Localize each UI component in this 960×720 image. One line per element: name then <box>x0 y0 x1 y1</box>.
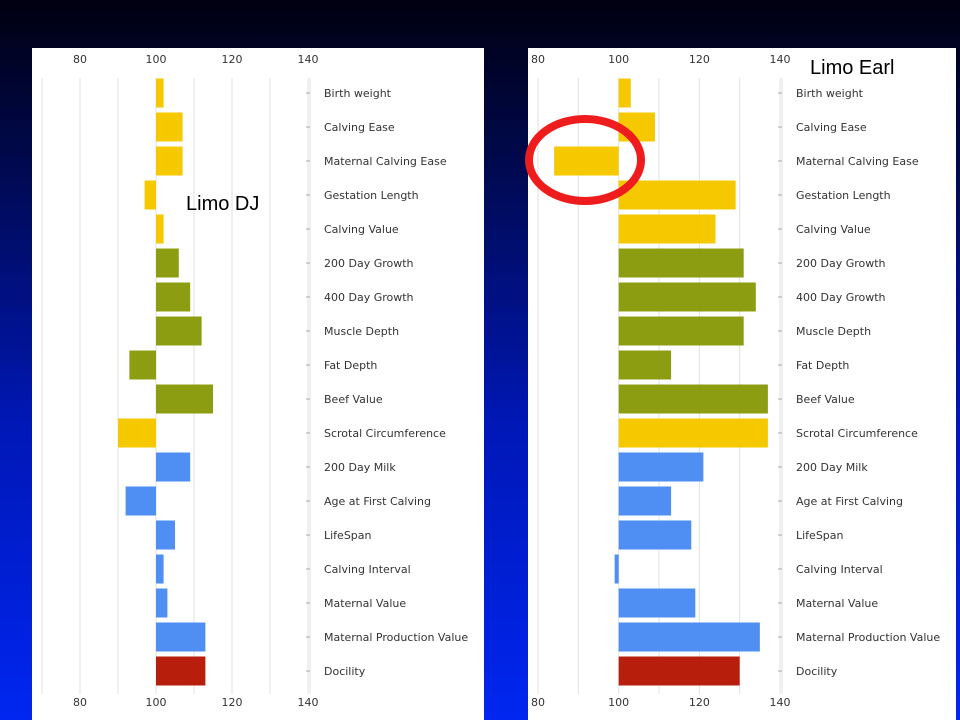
bar <box>618 656 740 686</box>
tick-label-top: 80 <box>531 53 545 66</box>
category-label: Gestation Length <box>796 189 891 202</box>
bar <box>156 452 191 482</box>
bar <box>156 78 164 108</box>
tick-label-top: 140 <box>298 53 319 66</box>
chart-panel-limo-earl: 80 80 100 100 120 120 140 140 Birth weight Calvin… <box>528 48 956 720</box>
chart-limo-earl: 80 80 100 100 120 120 140 140 Birth weight Calvin… <box>531 53 940 709</box>
category-label: Gestation Length <box>324 189 419 202</box>
category-label: Maternal Value <box>796 597 878 610</box>
limo-dj-label: Limo DJ <box>186 193 260 215</box>
category-label: LifeSpan <box>324 529 372 542</box>
tick-label-bottom: 80 <box>73 696 87 709</box>
category-label: Beef Value <box>796 393 855 406</box>
bar <box>618 78 631 108</box>
category-label: 200 Day Growth <box>796 257 886 270</box>
bar <box>618 418 768 448</box>
tick-label-top: 80 <box>73 53 87 66</box>
bar <box>614 554 619 584</box>
category-label: Maternal Value <box>324 597 406 610</box>
bar <box>125 486 156 516</box>
category-label: Scrotal Circumference <box>796 427 918 440</box>
category-label: Muscle Depth <box>796 325 871 338</box>
bar <box>118 418 156 448</box>
category-label: Birth weight <box>324 87 392 100</box>
tick-label-bottom: 100 <box>146 696 167 709</box>
bar <box>554 146 619 176</box>
category-label: 400 Day Growth <box>324 291 414 304</box>
bar <box>156 112 183 142</box>
chart-limo-dj: 80 80 100 100 120 120 140 140 Birth weight Calvin… <box>41 53 468 709</box>
tick-label-top: 100 <box>608 53 629 66</box>
tick-label-bottom: 140 <box>298 696 319 709</box>
category-label: Calving Ease <box>796 121 867 134</box>
bar <box>156 248 179 278</box>
category-label: Calving Interval <box>324 563 411 576</box>
bar <box>618 622 760 652</box>
category-label: Maternal Production Value <box>324 631 468 644</box>
category-label: Docility <box>324 665 366 678</box>
category-label: Age at First Calving <box>324 495 431 508</box>
bar <box>618 588 696 618</box>
bar <box>156 656 206 686</box>
category-label: Maternal Calving Ease <box>324 155 447 168</box>
bar <box>618 520 692 550</box>
category-label: 200 Day Milk <box>796 461 868 474</box>
bar <box>618 282 756 312</box>
bar <box>156 146 183 176</box>
bar <box>129 350 156 380</box>
category-label: Muscle Depth <box>324 325 399 338</box>
category-label: Maternal Production Value <box>796 631 940 644</box>
tick-label-bottom: 100 <box>608 696 629 709</box>
category-label: Calving Interval <box>796 563 883 576</box>
bar <box>618 384 768 414</box>
bar <box>156 520 175 550</box>
tick-label-bottom: 140 <box>770 696 791 709</box>
category-label: Beef Value <box>324 393 383 406</box>
tick-label-bottom: 80 <box>531 696 545 709</box>
bar <box>144 180 156 210</box>
tick-label-bottom: 120 <box>689 696 710 709</box>
bar <box>618 112 655 142</box>
category-label: Fat Depth <box>796 359 849 372</box>
tick-label-top: 120 <box>689 53 710 66</box>
bar <box>618 248 744 278</box>
category-label: 200 Day Growth <box>324 257 414 270</box>
bar <box>156 214 164 244</box>
category-label: Calving Value <box>796 223 871 236</box>
bar <box>618 214 716 244</box>
category-label: Calving Ease <box>324 121 395 134</box>
bar <box>156 622 206 652</box>
tick-label-bottom: 120 <box>222 696 243 709</box>
bar <box>618 486 672 516</box>
bar <box>618 316 744 346</box>
bar <box>618 452 704 482</box>
limo-earl-label: Limo Earl <box>810 57 895 79</box>
bar <box>156 588 168 618</box>
category-label: Docility <box>796 665 838 678</box>
bar <box>156 282 191 312</box>
chart-panel-limo-dj: 80 80 100 100 120 120 140 140 Birth weight Calvin… <box>32 48 484 720</box>
category-label: Birth weight <box>796 87 864 100</box>
category-label: 400 Day Growth <box>796 291 886 304</box>
bar <box>156 554 164 584</box>
tick-label-top: 100 <box>146 53 167 66</box>
bar <box>156 384 213 414</box>
category-label: LifeSpan <box>796 529 844 542</box>
category-label: Maternal Calving Ease <box>796 155 919 168</box>
category-label: Calving Value <box>324 223 399 236</box>
category-label: Age at First Calving <box>796 495 903 508</box>
bar <box>618 180 736 210</box>
bar <box>618 350 672 380</box>
tick-label-top: 140 <box>770 53 791 66</box>
bar <box>156 316 202 346</box>
category-label: Fat Depth <box>324 359 377 372</box>
tick-label-top: 120 <box>222 53 243 66</box>
category-label: 200 Day Milk <box>324 461 396 474</box>
category-label: Scrotal Circumference <box>324 427 446 440</box>
